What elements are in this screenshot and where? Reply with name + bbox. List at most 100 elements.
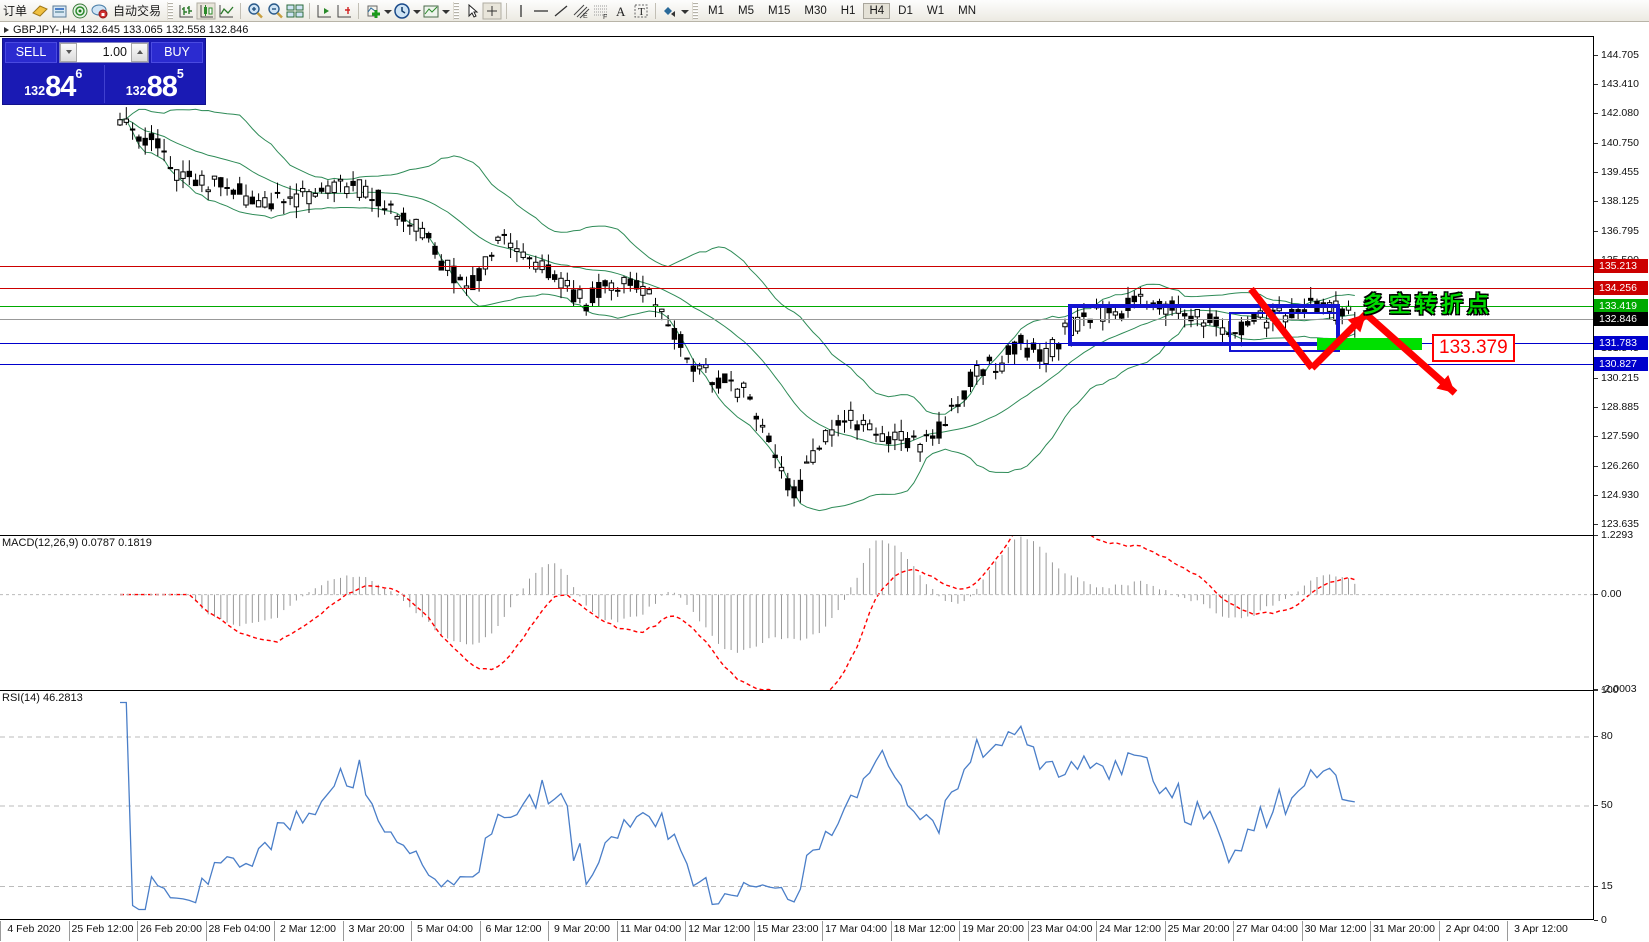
sell-price-fraction: 6 [75, 67, 83, 81]
macd-tick: -2.0003 [1594, 683, 1637, 695]
price-level-label[interactable]: 135.213 [1594, 259, 1648, 274]
shapes-icon[interactable] [660, 2, 680, 20]
autotrade-icon[interactable] [90, 2, 110, 20]
time-tick: 12 Mar 12:00 [688, 923, 750, 935]
timeframe-m1[interactable]: M1 [708, 4, 725, 17]
timeframe-m30[interactable]: M30 [804, 4, 827, 17]
line-chart-icon[interactable] [216, 2, 236, 20]
zoom-in-icon[interactable] [245, 2, 265, 20]
rsi-tick: 50 [1594, 799, 1613, 811]
time-tick: 15 Mar 23:00 [756, 923, 819, 935]
properties-icon[interactable] [30, 2, 50, 20]
svg-text:T: T [638, 6, 645, 18]
time-tick: 2 Mar 12:00 [279, 923, 337, 935]
price-tick: 140.750 [1594, 137, 1639, 149]
cursor-icon[interactable] [462, 2, 482, 20]
trendline-icon[interactable] [551, 2, 571, 20]
rsi-pane[interactable]: RSI(14) 46.2813 [0, 690, 1593, 920]
timeframe-m5[interactable]: M5 [738, 4, 754, 17]
crosshair-icon[interactable] [482, 2, 502, 20]
text-label-icon[interactable]: A [611, 2, 631, 20]
timeframe-group: M1 M5 M15 M30 H1 H4 D1 W1 MN [701, 2, 983, 19]
horizontal-line-icon[interactable] [531, 2, 551, 20]
time-axis-scale[interactable]: 4 Feb 2020 25 Feb 12:00 26 Feb 20:00 28 Feb… [0, 921, 1593, 942]
timeframe-w1[interactable]: W1 [926, 4, 945, 17]
price-axis-scale[interactable]: 144.705 143.410 142.080 140.750 139.455 138.1… [1594, 36, 1649, 926]
price-level-label[interactable]: 134.256 [1594, 280, 1648, 295]
period-dropdown-arrow[interactable] [412, 2, 422, 20]
macd-pane[interactable]: MACD(12,26,9) 0.0787 0.1819 [0, 535, 1593, 690]
autotrade-label[interactable]: 自动交易 [113, 4, 162, 18]
zoom-out-icon[interactable] [265, 2, 285, 20]
period-icon[interactable] [392, 2, 412, 20]
ohlc-values: 132.645 133.065 132.558 132.846 [80, 23, 249, 36]
bar-chart-icon[interactable] [176, 2, 196, 20]
auto-scroll-icon[interactable] [334, 2, 354, 20]
vertical-line-icon[interactable] [511, 2, 531, 20]
toolbar-grip-2[interactable] [453, 1, 460, 20]
volume-increment-button[interactable] [131, 42, 148, 62]
price-chart-pane[interactable]: 多空转折点 133.379 [0, 36, 1593, 534]
time-separator [342, 921, 344, 941]
time-separator [68, 921, 70, 941]
toolbar-grip-3[interactable] [692, 1, 699, 20]
collapse-icon[interactable] [4, 26, 9, 33]
toolbar-grip-1[interactable] [167, 1, 174, 20]
timeframe-m15[interactable]: M15 [768, 4, 791, 17]
rsi-tick: 0 [1594, 914, 1607, 926]
templates-dropdown-arrow[interactable] [441, 2, 451, 20]
time-tick: 11 Mar 04:00 [619, 923, 682, 935]
tile-windows-icon[interactable] [285, 2, 305, 20]
time-tick: 19 Mar 20:00 [962, 923, 1024, 935]
price-tick: 127.590 [1594, 430, 1639, 442]
price-level-label[interactable]: 132.846 [1594, 312, 1648, 327]
timeframe-h4[interactable]: H4 [863, 2, 891, 19]
text-box-icon[interactable]: T [631, 2, 651, 20]
price-level-label[interactable]: 131.783 [1594, 335, 1648, 350]
svg-text:F: F [603, 14, 607, 20]
symbol-ohlc-line: GBPJPY-,H4 132.645 133.065 132.558 132.8… [0, 23, 1649, 36]
shapes-dropdown-arrow[interactable] [680, 2, 690, 20]
volume-decrement-button[interactable] [60, 42, 77, 62]
price-level-line[interactable] [0, 306, 1593, 308]
price-level-line[interactable] [0, 319, 1593, 321]
time-separator [685, 921, 686, 941]
price-level-line[interactable] [0, 266, 1593, 268]
price-level-line[interactable] [0, 364, 1593, 366]
timeframe-h1[interactable]: H1 [840, 4, 856, 17]
buy-button[interactable]: BUY [151, 41, 203, 63]
buy-price[interactable]: 132 88 5 [103, 65, 206, 103]
equidistant-channel-icon[interactable]: E [571, 2, 591, 20]
svg-text:E: E [583, 13, 588, 20]
sell-button[interactable]: SELL [5, 41, 57, 63]
signals-icon[interactable] [70, 2, 90, 20]
add-indicator-icon[interactable] [363, 2, 383, 20]
volume-input[interactable]: 1.00 [102, 45, 127, 59]
fibonacci-icon[interactable]: F [591, 2, 611, 20]
price-tick: 128.885 [1594, 401, 1639, 413]
add-indicator-dropdown-arrow[interactable] [383, 2, 393, 20]
time-separator [1096, 921, 1097, 941]
data-window-icon[interactable] [50, 2, 70, 20]
candlestick-chart-icon[interactable] [196, 2, 216, 20]
rsi-label: RSI(14) 46.2813 [2, 692, 83, 704]
shift-end-icon[interactable] [314, 2, 334, 20]
time-tick: 9 Mar 20:00 [553, 923, 611, 935]
symbol-label: GBPJPY-,H4 [13, 23, 77, 36]
timeframe-mn[interactable]: MN [958, 4, 976, 17]
time-separator [274, 921, 275, 941]
time-tick: 30 Mar 12:00 [1304, 923, 1367, 935]
price-level-line[interactable] [0, 287, 1593, 289]
volume-stepper[interactable]: 1.00 [59, 41, 149, 63]
time-separator [822, 921, 823, 941]
sell-price[interactable]: 132 84 6 [3, 65, 104, 103]
svg-text:A: A [616, 4, 626, 19]
templates-icon[interactable] [421, 2, 441, 20]
timeframe-d1[interactable]: D1 [898, 4, 913, 17]
price-level-label[interactable]: 130.827 [1594, 357, 1648, 372]
order-button-label[interactable]: 订单 [3, 4, 28, 18]
price-callout-tag: 133.379 [1432, 334, 1515, 362]
price-level-label[interactable]: 133.419 [1594, 299, 1648, 314]
rsi-tick: 80 [1594, 730, 1613, 742]
price-level-line[interactable] [0, 342, 1593, 344]
